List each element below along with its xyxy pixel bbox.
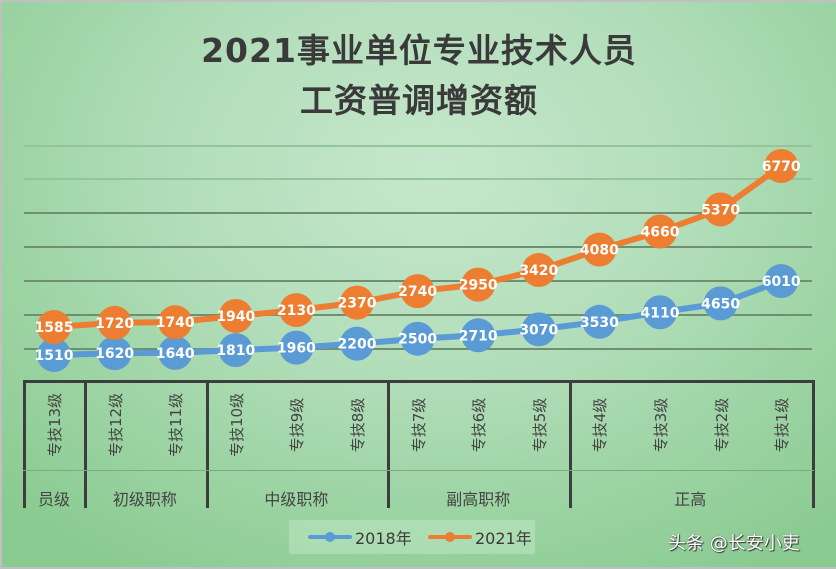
gridline	[24, 246, 812, 248]
data-label: 1940	[216, 309, 255, 325]
category-label: 专技6级	[470, 397, 489, 453]
data-label: 2200	[338, 337, 377, 353]
series-2018-line: 1510 1620 1640 1810 1960 2200 2500 2710 3070 3530…	[35, 264, 801, 372]
legend-label-2021: 2021年	[475, 529, 532, 548]
data-point-marker[interactable]	[461, 318, 496, 353]
data-label: 2370	[338, 296, 377, 312]
category-group-label: 员级	[37, 490, 70, 509]
data-point-marker[interactable]	[279, 293, 314, 328]
data-label: 1510	[35, 348, 74, 364]
data-label: 2740	[398, 284, 437, 300]
data-label: 3420	[519, 263, 558, 279]
data-point-marker[interactable]	[703, 192, 738, 227]
category-label: 专技12级	[106, 392, 125, 458]
data-label: 2950	[459, 278, 498, 294]
data-label: 4650	[701, 296, 740, 312]
data-label: 2500	[398, 332, 437, 348]
category-separator	[205, 380, 209, 508]
data-point-marker[interactable]	[279, 330, 314, 365]
data-point-marker[interactable]	[37, 338, 71, 372]
data-point-marker[interactable]	[37, 310, 71, 344]
data-point-marker[interactable]	[97, 305, 132, 340]
data-label: 2130	[277, 303, 316, 319]
data-label: 1640	[156, 346, 195, 362]
category-label: 专技9级	[288, 397, 307, 453]
category-group-label: 初级职称	[112, 490, 177, 509]
legend: 2018年 2021年	[289, 520, 535, 554]
x-axis-line	[23, 380, 814, 383]
category-label: 专技10级	[227, 392, 246, 458]
data-point-marker[interactable]	[643, 214, 677, 249]
data-point-marker[interactable]	[764, 264, 799, 299]
data-label: 3070	[519, 322, 558, 338]
legend-label-2018: 2018年	[355, 529, 412, 548]
category-separator	[569, 380, 573, 508]
data-label: 1810	[216, 343, 255, 359]
category-label: 专技7级	[409, 397, 428, 453]
data-point-marker[interactable]	[582, 232, 617, 267]
category-label: 专技8级	[349, 397, 367, 453]
gridline	[24, 178, 812, 180]
legend-line-2018-icon	[308, 532, 352, 542]
gridline	[24, 212, 812, 214]
data-point-marker[interactable]	[521, 253, 556, 288]
category-label: 专技11级	[167, 392, 186, 458]
legend-item-2021[interactable]: 2021年	[428, 520, 532, 554]
category-group-label: 副高职称	[446, 490, 511, 509]
gridline	[24, 314, 812, 316]
category-label: 专技1级	[773, 397, 792, 453]
data-point-marker[interactable]	[703, 286, 738, 321]
series-2021-line: 1585 1720 1740 1940 2130 2370 2740 2950 3420 4080…	[35, 149, 801, 344]
data-point-marker[interactable]	[340, 285, 374, 320]
category-separator	[811, 380, 815, 508]
data-point-marker[interactable]	[218, 298, 253, 333]
category-separator	[84, 380, 88, 508]
data-label: 1740	[156, 315, 195, 331]
category-label: 专技13级	[46, 392, 64, 458]
data-point-marker[interactable]	[218, 333, 253, 368]
gridline	[24, 145, 812, 147]
data-point-marker[interactable]	[158, 335, 193, 370]
data-point-marker[interactable]	[521, 312, 556, 347]
category-group-label: 中级职称	[264, 490, 329, 509]
category-label: 专技4级	[591, 397, 610, 453]
legend-line-2021-icon	[428, 532, 472, 542]
data-label: 6770	[762, 159, 801, 175]
data-label: 1585	[35, 320, 74, 336]
data-label: 3530	[580, 315, 619, 331]
data-point-marker[interactable]	[400, 274, 435, 309]
watermark: 头条 @长安小吏	[668, 533, 800, 554]
data-label: 1960	[277, 341, 316, 357]
data-point-marker[interactable]	[764, 149, 799, 184]
data-point-marker[interactable]	[582, 304, 617, 339]
data-label: 2710	[459, 328, 498, 344]
category-label: 专技3级	[652, 397, 670, 453]
group-divider	[23, 470, 814, 471]
category-group-label: 正高	[674, 490, 707, 509]
category-separator	[23, 380, 26, 508]
data-point-marker[interactable]	[158, 305, 193, 340]
data-point-marker[interactable]	[643, 295, 677, 330]
data-label: 1720	[95, 316, 134, 332]
data-label: 6010	[762, 274, 801, 290]
chart-title-line2: 工资普调增资额	[300, 81, 538, 120]
data-point-marker[interactable]	[97, 336, 132, 371]
data-label: 4110	[641, 305, 680, 321]
category-label: 专技5级	[530, 397, 549, 453]
data-point-marker[interactable]	[461, 267, 496, 302]
chart-title-line1: 2021事业单位专业技术人员	[201, 31, 637, 70]
category-separator	[387, 380, 391, 508]
legend-item-2018[interactable]: 2018年	[308, 520, 412, 554]
category-label: 专技2级	[712, 397, 731, 453]
data-point-marker[interactable]	[340, 326, 374, 361]
data-label: 1620	[95, 346, 134, 362]
data-point-marker[interactable]	[400, 321, 435, 356]
data-label: 4080	[580, 243, 619, 259]
data-label: 4660	[641, 225, 680, 241]
data-label: 5370	[701, 202, 740, 218]
